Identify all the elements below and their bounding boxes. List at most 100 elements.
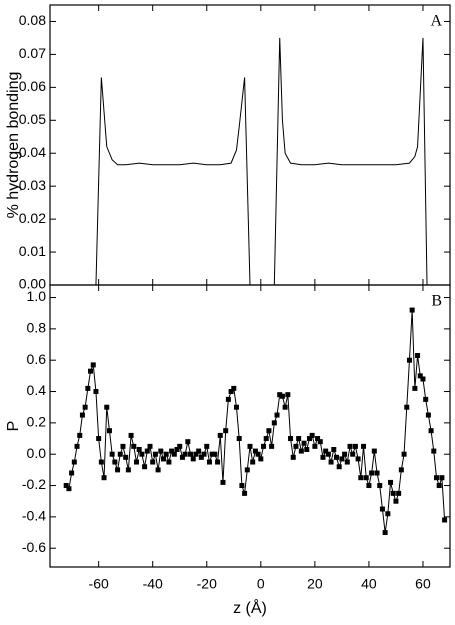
data-line bbox=[95, 77, 251, 285]
y-tick-label: 0.05 bbox=[19, 111, 46, 127]
data-point bbox=[398, 467, 404, 473]
data-point bbox=[350, 451, 356, 457]
data-point bbox=[161, 456, 167, 462]
data-point bbox=[366, 483, 372, 489]
data-point bbox=[269, 443, 275, 449]
data-point bbox=[177, 443, 183, 449]
y-tick-label: 1.0 bbox=[27, 288, 47, 304]
data-point bbox=[347, 443, 353, 449]
plot-frame bbox=[49, 284, 451, 568]
data-point bbox=[69, 470, 75, 476]
data-point bbox=[131, 443, 137, 449]
data-point bbox=[442, 517, 448, 523]
data-point bbox=[144, 448, 150, 454]
data-point bbox=[179, 454, 185, 460]
data-point bbox=[196, 448, 202, 454]
data-point bbox=[433, 475, 439, 481]
data-point bbox=[358, 475, 364, 481]
x-tick-label: 60 bbox=[415, 576, 431, 592]
data-point bbox=[409, 307, 415, 313]
data-point bbox=[379, 506, 385, 512]
data-point bbox=[174, 447, 180, 452]
x-tick-label: -20 bbox=[197, 576, 217, 592]
data-point bbox=[271, 420, 277, 426]
y-tick-label: 0.0 bbox=[27, 445, 47, 461]
y-tick-label: 0.00 bbox=[19, 276, 46, 292]
data-point bbox=[377, 483, 383, 489]
y-tick-label: 0.06 bbox=[19, 78, 46, 94]
data-point bbox=[331, 447, 337, 452]
data-point bbox=[123, 454, 129, 460]
data-point bbox=[290, 454, 296, 460]
data-point bbox=[190, 456, 196, 462]
data-point bbox=[77, 432, 83, 438]
data-point bbox=[344, 459, 350, 465]
data-point bbox=[128, 432, 134, 438]
data-point bbox=[79, 412, 85, 418]
data-point bbox=[115, 467, 121, 473]
data-point bbox=[312, 443, 318, 449]
data-point bbox=[363, 475, 369, 481]
data-point bbox=[98, 459, 104, 465]
x-tick-label: -60 bbox=[89, 576, 109, 592]
data-point bbox=[169, 448, 175, 454]
data-point bbox=[225, 396, 231, 402]
data-point bbox=[436, 483, 442, 489]
data-point bbox=[236, 436, 242, 442]
data-point bbox=[147, 443, 153, 449]
data-point bbox=[336, 464, 342, 470]
data-point bbox=[328, 459, 334, 465]
data-point bbox=[385, 511, 391, 517]
y-tick-label: -0.4 bbox=[22, 508, 46, 524]
data-point bbox=[88, 368, 94, 374]
data-point bbox=[233, 404, 239, 410]
data-point bbox=[412, 385, 418, 391]
y-tick-label: 0.4 bbox=[27, 382, 47, 398]
data-point bbox=[304, 447, 310, 452]
data-point bbox=[152, 451, 158, 457]
data-point bbox=[63, 483, 69, 489]
data-point bbox=[371, 448, 377, 454]
data-point bbox=[206, 459, 212, 465]
data-point bbox=[431, 448, 437, 454]
data-point bbox=[106, 428, 112, 434]
data-point bbox=[112, 459, 118, 465]
data-point bbox=[390, 490, 396, 496]
data-point bbox=[342, 451, 348, 457]
data-point bbox=[406, 357, 412, 363]
y-tick-label: 0.2 bbox=[27, 414, 47, 430]
data-point bbox=[201, 451, 207, 457]
data-point bbox=[231, 385, 237, 391]
data-point bbox=[382, 530, 388, 536]
data-point bbox=[136, 447, 142, 452]
data-point bbox=[212, 451, 218, 457]
data-point bbox=[404, 404, 410, 410]
data-point bbox=[109, 451, 115, 457]
data-point bbox=[247, 443, 253, 449]
data-point bbox=[352, 443, 358, 449]
y-tick-label: 0.03 bbox=[19, 177, 46, 193]
data-point bbox=[374, 470, 380, 476]
data-point bbox=[274, 412, 280, 418]
data-point bbox=[182, 451, 188, 457]
data-point bbox=[185, 439, 191, 445]
data-point bbox=[93, 389, 99, 395]
data-point bbox=[439, 475, 445, 481]
data-point bbox=[309, 432, 315, 438]
plot-area bbox=[63, 307, 448, 536]
data-point bbox=[117, 451, 123, 457]
x-tick-label: 20 bbox=[307, 576, 323, 592]
data-point bbox=[355, 456, 361, 462]
plot-area bbox=[95, 37, 428, 285]
data-point bbox=[320, 454, 326, 460]
data-point bbox=[428, 428, 434, 434]
data-point bbox=[258, 456, 264, 462]
data-point bbox=[209, 451, 215, 457]
y-tick-label: 0.6 bbox=[27, 351, 47, 367]
data-point bbox=[215, 459, 221, 465]
data-point bbox=[239, 483, 245, 489]
data-point bbox=[325, 451, 331, 457]
plot-frame bbox=[49, 4, 451, 286]
data-point bbox=[261, 443, 267, 449]
